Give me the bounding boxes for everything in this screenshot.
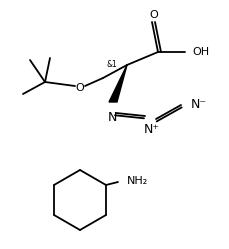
Polygon shape <box>109 65 126 102</box>
Text: NH₂: NH₂ <box>126 176 147 186</box>
Text: N: N <box>107 111 116 124</box>
Text: N⁺: N⁺ <box>143 123 159 136</box>
Text: OH: OH <box>191 47 208 57</box>
Text: &1: &1 <box>106 60 117 68</box>
Text: O: O <box>75 83 84 93</box>
Text: O: O <box>148 10 157 20</box>
Text: N⁻: N⁻ <box>190 98 206 111</box>
